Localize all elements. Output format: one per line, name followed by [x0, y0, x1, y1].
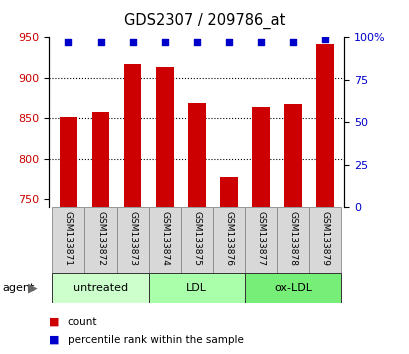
Bar — [187, 103, 205, 207]
Point — [289, 39, 296, 45]
Text: ▶: ▶ — [28, 281, 37, 294]
Point — [161, 39, 168, 45]
Bar — [283, 104, 301, 207]
Text: GSM133874: GSM133874 — [160, 211, 169, 266]
Text: GSM133871: GSM133871 — [64, 211, 73, 266]
Bar — [244, 273, 340, 303]
Text: LDL: LDL — [186, 282, 207, 293]
Text: GSM133876: GSM133876 — [224, 211, 233, 266]
Bar — [59, 117, 77, 207]
Point — [193, 39, 200, 45]
Bar — [252, 107, 269, 207]
Text: GSM133879: GSM133879 — [320, 211, 329, 266]
Bar — [220, 177, 237, 207]
Text: ox-LDL: ox-LDL — [273, 282, 311, 293]
Bar — [84, 207, 116, 273]
Bar — [52, 273, 148, 303]
Bar — [212, 207, 244, 273]
Point — [225, 39, 231, 45]
Text: GSM133873: GSM133873 — [128, 211, 137, 266]
Point — [129, 39, 135, 45]
Text: untreated: untreated — [73, 282, 128, 293]
Text: GSM133878: GSM133878 — [288, 211, 297, 266]
Text: percentile rank within the sample: percentile rank within the sample — [67, 335, 243, 345]
Bar — [316, 45, 333, 207]
Bar — [92, 112, 109, 207]
Text: count: count — [67, 317, 97, 327]
Text: GDS2307 / 209786_at: GDS2307 / 209786_at — [124, 12, 285, 29]
Bar — [180, 207, 212, 273]
Bar — [308, 207, 340, 273]
Text: GSM133875: GSM133875 — [192, 211, 201, 266]
Bar — [148, 273, 244, 303]
Text: GSM133877: GSM133877 — [256, 211, 265, 266]
Point — [321, 36, 328, 42]
Point — [257, 39, 264, 45]
Text: ■: ■ — [49, 317, 60, 327]
Bar — [116, 207, 148, 273]
Point — [65, 39, 72, 45]
Bar — [148, 207, 180, 273]
Bar — [124, 64, 141, 207]
Bar — [52, 207, 84, 273]
Bar — [276, 207, 308, 273]
Bar — [155, 67, 173, 207]
Text: ■: ■ — [49, 335, 60, 345]
Bar — [244, 207, 276, 273]
Point — [97, 39, 103, 45]
Text: agent: agent — [2, 282, 34, 293]
Text: GSM133872: GSM133872 — [96, 211, 105, 266]
